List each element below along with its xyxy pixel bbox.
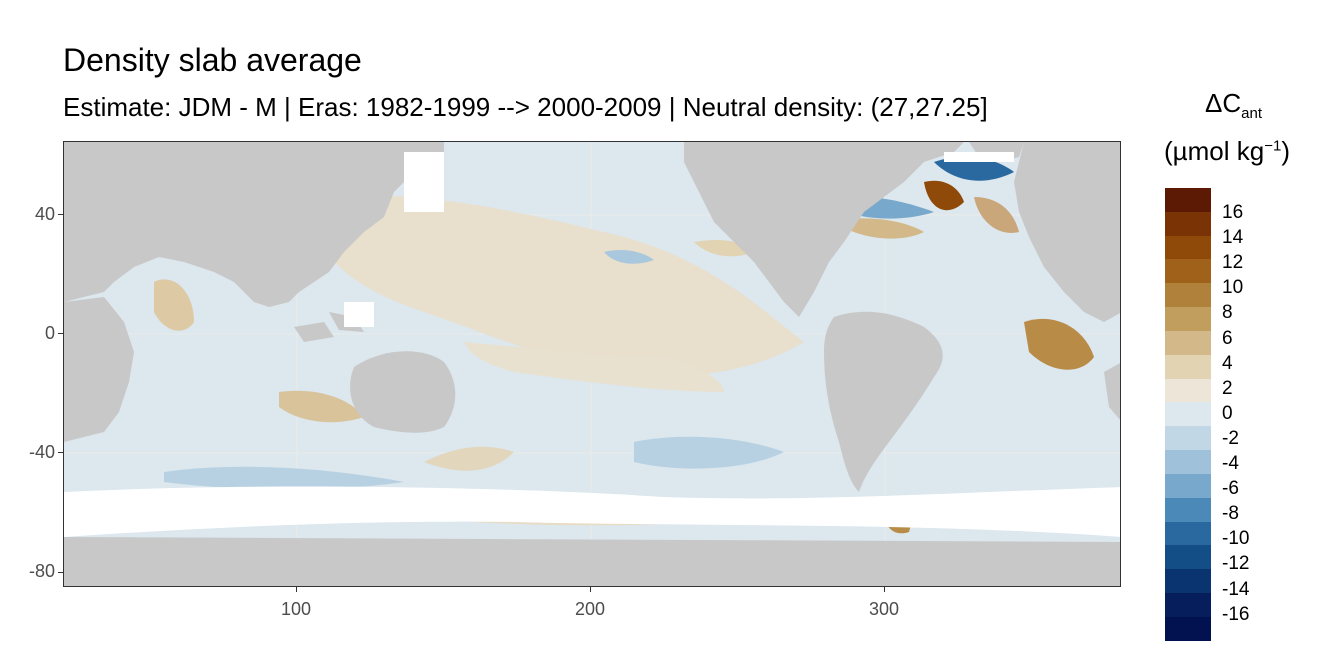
missing-data-areas bbox=[64, 152, 1120, 537]
legend-label: -8 bbox=[1222, 503, 1239, 525]
map-panel bbox=[63, 141, 1121, 587]
legend-swatch bbox=[1165, 307, 1211, 331]
chart-subtitle: Estimate: JDM - M | Eras: 1982-1999 --> … bbox=[63, 92, 988, 122]
legend-swatch bbox=[1165, 402, 1211, 427]
x-tick-label-200: 200 bbox=[574, 599, 606, 619]
legend-colorbar bbox=[1165, 188, 1211, 641]
legend-label: 12 bbox=[1222, 252, 1244, 274]
legend-swatch bbox=[1165, 426, 1211, 451]
legend-label: 4 bbox=[1222, 352, 1233, 374]
y-tick-label-0: 0 bbox=[44, 323, 55, 343]
legend-swatch bbox=[1165, 593, 1211, 617]
legend-swatch bbox=[1165, 283, 1211, 308]
legend-label: -6 bbox=[1222, 478, 1239, 500]
legend-unit: (µmol kg−1) bbox=[1164, 136, 1290, 166]
legend-swatch bbox=[1165, 545, 1211, 570]
legend-swatch bbox=[1165, 354, 1211, 379]
legend-label: 8 bbox=[1222, 302, 1233, 324]
legend-label: 16 bbox=[1222, 202, 1244, 223]
legend-swatch bbox=[1165, 450, 1211, 474]
legend-swatch bbox=[1165, 497, 1211, 522]
legend-swatch bbox=[1165, 378, 1211, 403]
legend-swatch bbox=[1165, 235, 1211, 260]
y-tick-label-neg80: -80 bbox=[28, 561, 55, 581]
y-tick-label-neg40: -40 bbox=[28, 442, 55, 462]
x-tick-mark bbox=[884, 587, 885, 592]
y-tick-mark bbox=[58, 452, 63, 453]
legend-label: -2 bbox=[1222, 427, 1239, 449]
y-tick-label-40: 40 bbox=[34, 204, 55, 224]
legend-label: 10 bbox=[1222, 277, 1244, 299]
legend-label: 6 bbox=[1222, 327, 1233, 349]
x-tick-label-100: 100 bbox=[280, 599, 312, 619]
legend-title: ΔCant bbox=[1205, 88, 1263, 123]
legend-label: 2 bbox=[1222, 377, 1233, 399]
land-masses bbox=[64, 142, 1120, 586]
legend-swatch bbox=[1165, 569, 1211, 594]
legend-label: -10 bbox=[1222, 528, 1250, 550]
legend-label: -14 bbox=[1222, 578, 1250, 600]
chart-title: Density slab average bbox=[63, 42, 362, 78]
x-tick-mark bbox=[590, 587, 591, 592]
legend-label: 0 bbox=[1222, 402, 1233, 424]
legend-swatch bbox=[1165, 473, 1211, 498]
ocean-map bbox=[64, 142, 1120, 586]
legend-swatch bbox=[1165, 259, 1211, 284]
x-tick-label-300: 300 bbox=[868, 599, 900, 619]
legend-swatch bbox=[1165, 521, 1211, 546]
y-tick-mark bbox=[58, 214, 63, 215]
y-tick-mark bbox=[58, 333, 63, 334]
legend-label: -16 bbox=[1222, 603, 1250, 625]
legend-swatch bbox=[1165, 330, 1211, 355]
x-tick-mark bbox=[296, 587, 297, 592]
legend-swatch bbox=[1165, 188, 1211, 212]
legend-swatch bbox=[1165, 211, 1211, 236]
y-tick-mark bbox=[58, 572, 63, 573]
legend-label: 14 bbox=[1222, 227, 1244, 249]
legend-label: -4 bbox=[1222, 453, 1239, 474]
legend-label: -12 bbox=[1222, 553, 1250, 575]
legend-swatch bbox=[1165, 616, 1211, 641]
